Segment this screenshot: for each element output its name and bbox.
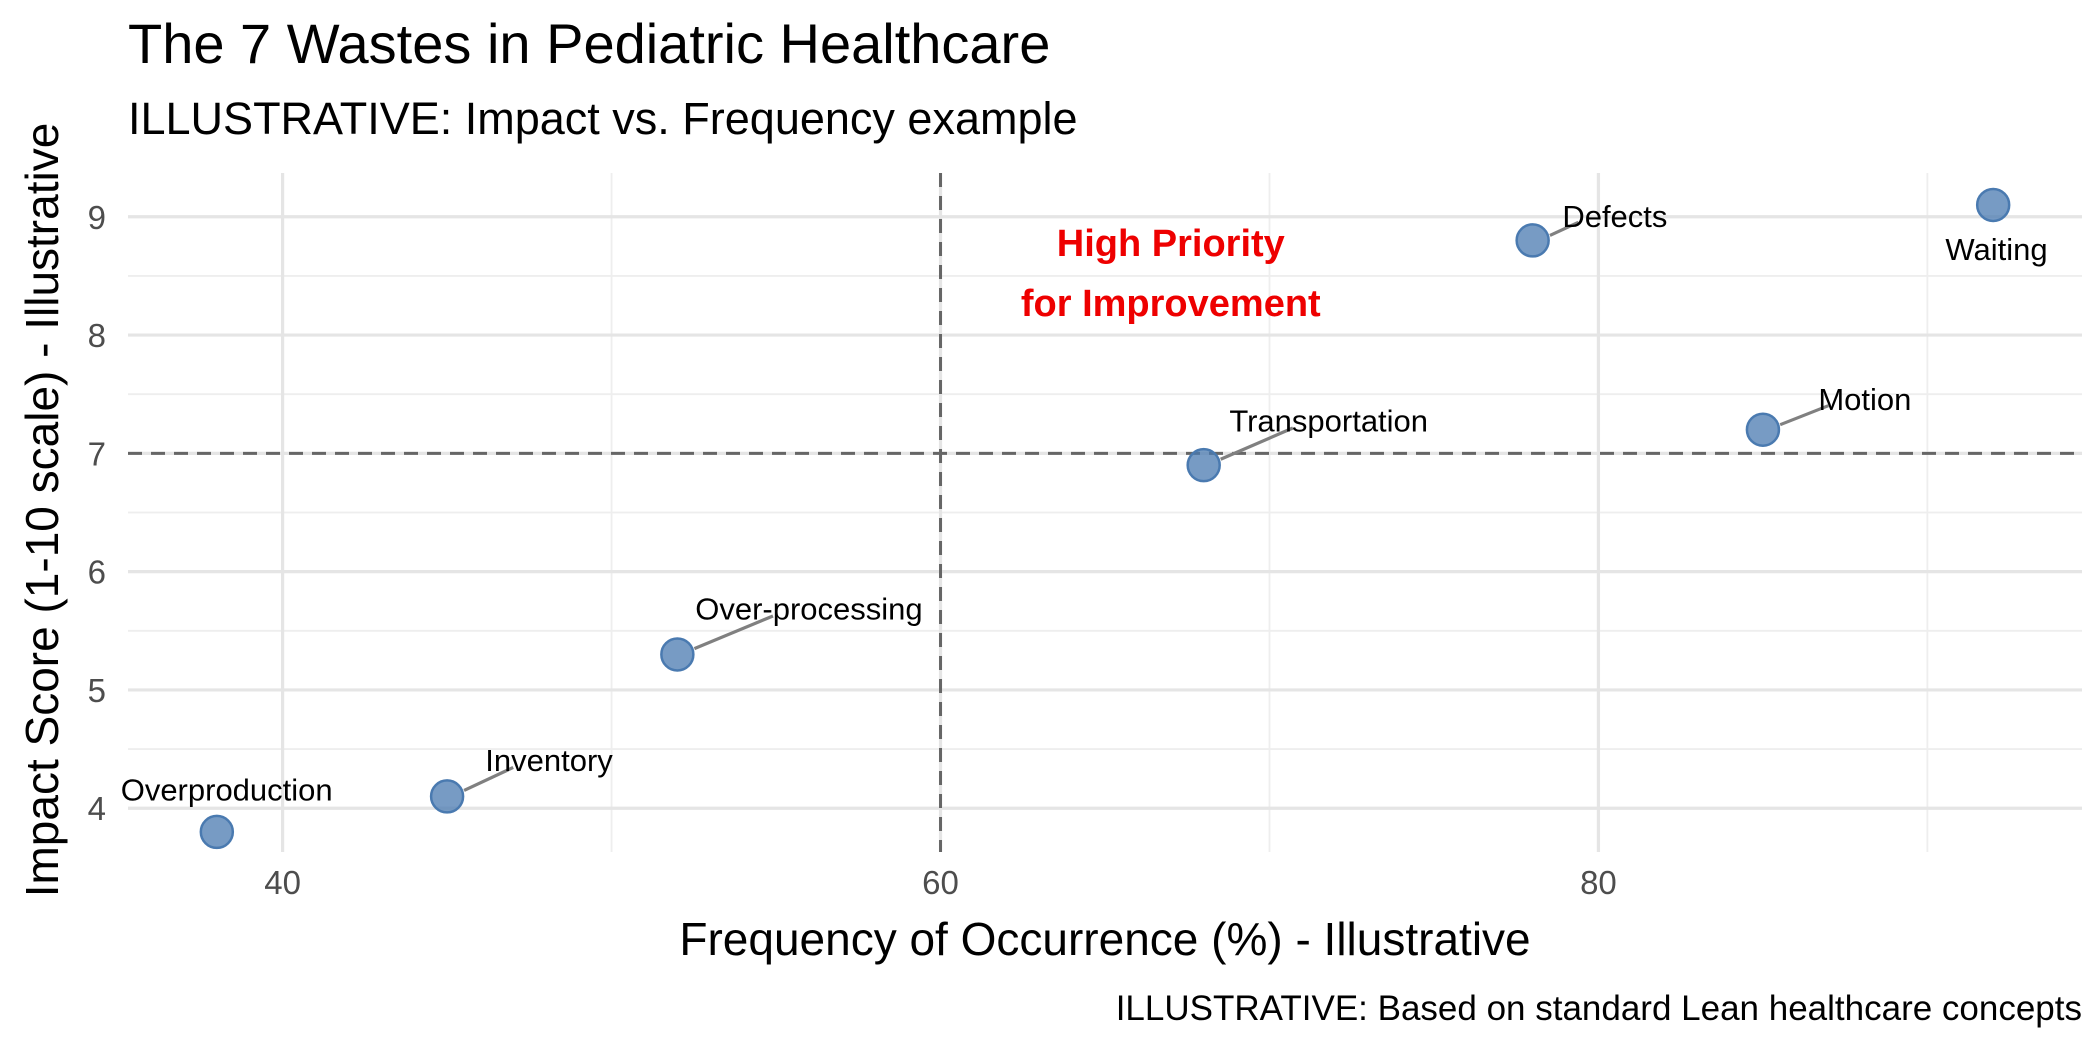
data-point (1186, 447, 1221, 483)
point-labels: Overproduction Inventory Over-processing Tr… (121, 199, 2048, 808)
y-tick-label: 4 (88, 790, 106, 827)
grid (128, 173, 2082, 852)
label-leader-line (1220, 426, 1294, 461)
data-point (1975, 187, 2011, 223)
data-point (429, 779, 465, 814)
y-tick-label: 6 (88, 554, 106, 591)
annotation-line: for Improvement (1021, 283, 1321, 325)
priority-annotation: High Priority for Improvement (1021, 223, 1321, 325)
data-point (660, 637, 695, 672)
label-leaders (463, 220, 1829, 792)
chart-subtitle: ILLUSTRATIVE: Impact vs. Frequency examp… (128, 93, 1078, 144)
label-leader-line (463, 766, 514, 792)
x-axis-title: Frequency of Occurrence (%) - Illustrati… (679, 913, 1530, 965)
y-tick-label: 9 (88, 199, 106, 236)
data-point (1745, 412, 1781, 447)
data-point (1515, 223, 1550, 258)
point-label: Motion (1818, 382, 1911, 417)
point-label: Waiting (1945, 232, 2047, 267)
chart-caption: ILLUSTRATIVE: Based on standard Lean hea… (1116, 989, 2082, 1028)
y-axis-title: Impact Score (1-10 scale) - Illustrative (16, 123, 68, 898)
x-tick-label: 80 (1580, 864, 1617, 901)
label-leader-line (1779, 404, 1829, 427)
y-tick-label: 5 (88, 672, 106, 709)
reference-lines (128, 173, 2082, 852)
point-label: Inventory (485, 743, 613, 778)
label-leader-line (693, 614, 774, 651)
label-leader-line (1549, 220, 1580, 237)
data-points (199, 187, 2011, 850)
x-tick-label: 60 (922, 864, 959, 901)
point-label: Over-processing (695, 592, 922, 627)
y-tick-label: 7 (88, 435, 106, 472)
chart-title: The 7 Wastes in Pediatric Healthcare (128, 12, 1050, 75)
point-label: Defects (1562, 199, 1667, 234)
annotation-line: High Priority (1057, 223, 1285, 265)
axis-ticks: 40 60 80 4 5 6 7 8 9 (88, 199, 1617, 901)
x-tick-label: 40 (264, 864, 301, 901)
y-tick-label: 8 (88, 317, 106, 354)
point-label: Transportation (1229, 403, 1428, 438)
point-label: Overproduction (121, 772, 333, 807)
data-point (199, 814, 235, 850)
